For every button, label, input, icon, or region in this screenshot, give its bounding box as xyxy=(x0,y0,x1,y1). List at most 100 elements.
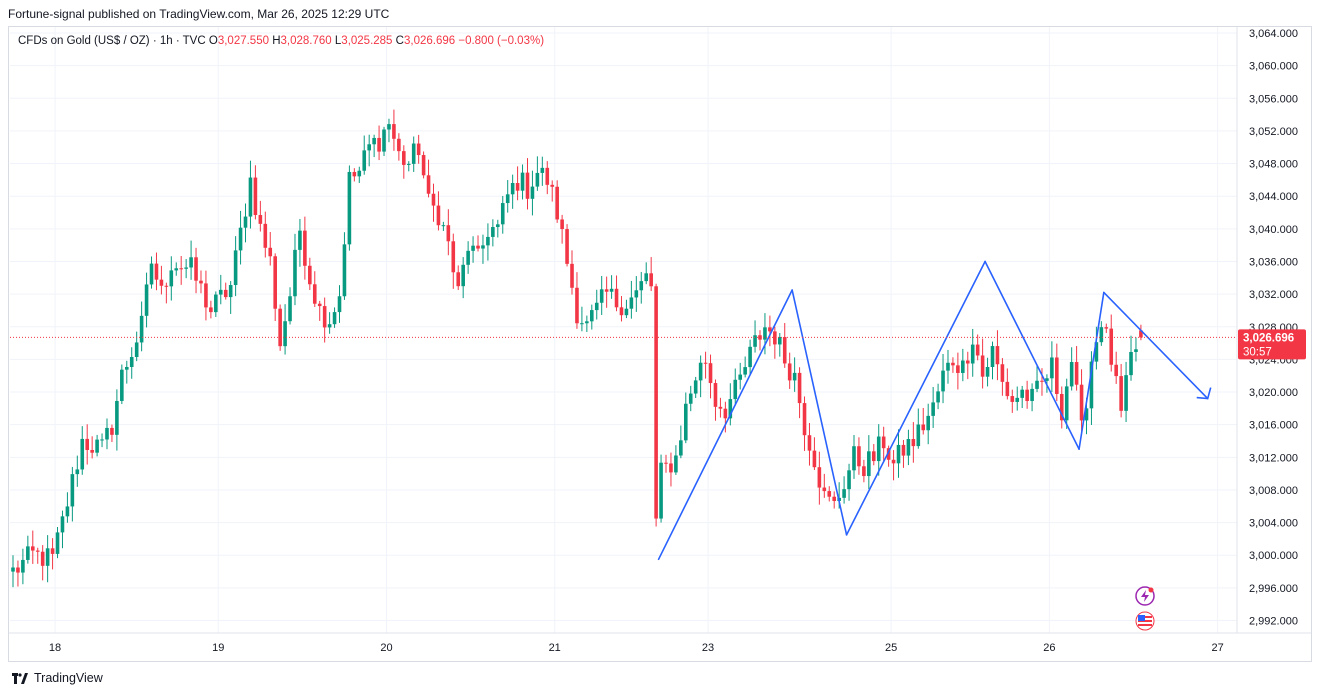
candle-body xyxy=(332,312,337,325)
grid xyxy=(10,27,1237,633)
candle-body xyxy=(619,307,624,316)
candle-body xyxy=(228,285,233,298)
candle-body xyxy=(337,296,342,313)
candle-body xyxy=(288,296,292,322)
candle-body xyxy=(35,550,40,552)
candle-body xyxy=(540,167,545,173)
flash-icon[interactable] xyxy=(1135,586,1155,606)
candle-body xyxy=(184,267,188,269)
candle-body xyxy=(377,137,381,152)
candle-body xyxy=(926,415,930,431)
high-label: H xyxy=(272,35,281,47)
candle-body xyxy=(738,374,743,380)
candle-body xyxy=(698,362,703,381)
candle-body xyxy=(214,294,218,313)
candle-body xyxy=(901,444,906,456)
change-value: −0.800 (−0.03%) xyxy=(458,35,545,47)
candle-body xyxy=(322,306,327,328)
candle-body xyxy=(293,249,297,297)
candle-body xyxy=(253,177,258,216)
candle-body xyxy=(688,393,693,404)
candle-body xyxy=(956,365,960,373)
candle-body xyxy=(189,257,193,268)
candle-body xyxy=(708,363,713,384)
candle-body xyxy=(372,137,376,145)
candle-body xyxy=(931,402,935,416)
candle-body xyxy=(753,335,757,347)
candle-body xyxy=(575,287,579,324)
candle-body xyxy=(451,241,456,273)
candle-body xyxy=(664,462,668,464)
candle-body xyxy=(683,403,688,441)
candle-body xyxy=(876,436,881,462)
candle-body xyxy=(70,474,75,507)
symbol-name[interactable]: CFDs on Gold (US$ / OZ) · 1h · TVC xyxy=(18,35,206,47)
candle-body xyxy=(525,172,530,199)
candle-body xyxy=(406,163,411,165)
candle-body xyxy=(1055,357,1059,394)
candle-body xyxy=(456,272,461,287)
candle-body xyxy=(891,459,896,464)
candle-body xyxy=(768,327,772,332)
price-axis[interactable]: 3,064.000 3,060.000 3,056.000 3,052.000 3,04… xyxy=(1249,28,1298,628)
candle-body xyxy=(382,129,386,152)
tradingview-logo-icon[interactable] xyxy=(12,672,28,684)
candle-body xyxy=(679,440,683,456)
us-flag-icon[interactable] xyxy=(1135,611,1155,631)
price-tick-label: 3,040.000 xyxy=(1249,224,1298,236)
candle-body xyxy=(80,438,85,470)
time-tick-label: 27 xyxy=(1211,642,1223,654)
candle-body xyxy=(1005,381,1010,397)
candle-body xyxy=(248,177,253,217)
candle-body xyxy=(520,172,525,191)
candle-body xyxy=(792,372,797,381)
candle-body xyxy=(491,227,495,237)
candle-body xyxy=(555,186,559,220)
candle-body xyxy=(26,546,30,560)
candle-body xyxy=(65,506,70,517)
candle-body xyxy=(743,367,747,375)
candle-body xyxy=(45,548,50,566)
candle-body xyxy=(392,124,396,139)
price-tick-label: 3,048.000 xyxy=(1249,159,1298,171)
time-tick-label: 19 xyxy=(212,642,224,654)
candle-body xyxy=(728,399,733,419)
candle-body xyxy=(347,171,352,245)
candle-body xyxy=(886,448,891,460)
candle-body xyxy=(120,369,124,401)
footer-brand[interactable]: TradingView xyxy=(34,671,103,685)
candle-body xyxy=(11,567,15,572)
candle-body xyxy=(505,194,510,204)
candle-body xyxy=(599,289,604,303)
candle-body xyxy=(1124,375,1128,411)
candle-body xyxy=(822,487,827,492)
candle-body xyxy=(95,439,99,453)
close-label: C xyxy=(395,35,404,47)
candle-body xyxy=(1040,380,1044,382)
candle-body xyxy=(1015,397,1020,402)
candle-body xyxy=(654,286,658,519)
candle-body xyxy=(258,215,263,224)
candle-body xyxy=(1045,378,1049,381)
candle-body xyxy=(510,182,515,195)
candle-body xyxy=(812,450,817,468)
price-tick-label: 3,016.000 xyxy=(1249,420,1298,432)
candle-body xyxy=(777,337,782,345)
candle-body xyxy=(159,279,164,286)
candle-body xyxy=(481,245,485,249)
time-axis[interactable]: 18 19 20 21 23 25 26 27 xyxy=(49,642,1224,654)
candle-body xyxy=(817,467,822,488)
candle-body xyxy=(486,236,490,246)
candle-body xyxy=(110,427,114,435)
candle-body xyxy=(585,321,589,324)
candle-body xyxy=(312,284,317,304)
price-tick-label: 3,008.000 xyxy=(1249,485,1298,497)
candle-body xyxy=(832,496,837,501)
candle-body xyxy=(342,244,347,297)
candle-body xyxy=(149,263,154,285)
candle-body xyxy=(436,205,441,226)
candle-body xyxy=(204,283,208,308)
candle-body xyxy=(75,469,80,475)
candle-body xyxy=(609,288,614,292)
